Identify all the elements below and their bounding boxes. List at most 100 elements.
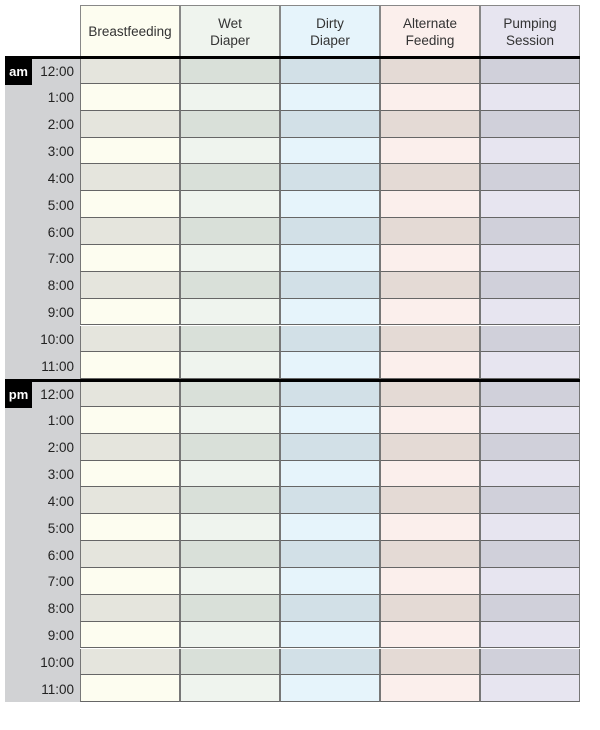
log-cell[interactable]	[180, 541, 280, 568]
log-cell[interactable]	[280, 460, 380, 488]
log-cell[interactable]	[380, 460, 480, 488]
log-cell[interactable]	[80, 380, 180, 407]
log-cell[interactable]	[280, 191, 380, 219]
log-cell[interactable]	[380, 541, 480, 568]
log-cell[interactable]	[380, 352, 480, 380]
log-cell[interactable]	[280, 271, 380, 299]
log-cell[interactable]	[280, 218, 380, 245]
log-cell[interactable]	[280, 110, 380, 138]
log-cell[interactable]	[480, 380, 580, 407]
log-cell[interactable]	[180, 352, 280, 380]
log-cell[interactable]	[80, 218, 180, 245]
log-cell[interactable]	[180, 164, 280, 192]
log-cell[interactable]	[180, 406, 280, 434]
log-cell[interactable]	[480, 352, 580, 380]
log-cell[interactable]	[180, 460, 280, 488]
log-cell[interactable]	[280, 244, 380, 272]
log-cell[interactable]	[280, 406, 380, 434]
log-cell[interactable]	[480, 110, 580, 138]
log-cell[interactable]	[80, 487, 180, 515]
log-cell[interactable]	[280, 487, 380, 515]
log-cell[interactable]	[280, 57, 380, 84]
log-cell[interactable]	[80, 352, 180, 380]
log-cell[interactable]	[380, 567, 480, 595]
log-cell[interactable]	[180, 675, 280, 703]
log-cell[interactable]	[180, 594, 280, 622]
log-cell[interactable]	[480, 244, 580, 272]
log-cell[interactable]	[80, 110, 180, 138]
log-cell[interactable]	[380, 110, 480, 138]
log-cell[interactable]	[180, 648, 280, 676]
log-cell[interactable]	[180, 621, 280, 649]
log-cell[interactable]	[480, 218, 580, 245]
log-cell[interactable]	[380, 325, 480, 353]
log-cell[interactable]	[80, 271, 180, 299]
log-cell[interactable]	[80, 137, 180, 165]
log-cell[interactable]	[480, 594, 580, 622]
log-cell[interactable]	[280, 621, 380, 649]
log-cell[interactable]	[480, 271, 580, 299]
log-cell[interactable]	[280, 137, 380, 165]
log-cell[interactable]	[480, 57, 580, 84]
log-cell[interactable]	[380, 648, 480, 676]
log-cell[interactable]	[80, 164, 180, 192]
log-cell[interactable]	[180, 244, 280, 272]
log-cell[interactable]	[280, 594, 380, 622]
log-cell[interactable]	[280, 325, 380, 353]
log-cell[interactable]	[180, 110, 280, 138]
log-cell[interactable]	[480, 621, 580, 649]
log-cell[interactable]	[180, 57, 280, 84]
log-cell[interactable]	[380, 137, 480, 165]
log-cell[interactable]	[480, 298, 580, 326]
log-cell[interactable]	[380, 514, 480, 542]
log-cell[interactable]	[480, 406, 580, 434]
log-cell[interactable]	[480, 460, 580, 488]
log-cell[interactable]	[480, 433, 580, 461]
log-cell[interactable]	[480, 541, 580, 568]
log-cell[interactable]	[80, 191, 180, 219]
log-cell[interactable]	[480, 487, 580, 515]
log-cell[interactable]	[380, 218, 480, 245]
log-cell[interactable]	[480, 137, 580, 165]
log-cell[interactable]	[280, 675, 380, 703]
log-cell[interactable]	[80, 298, 180, 326]
log-cell[interactable]	[180, 271, 280, 299]
log-cell[interactable]	[380, 191, 480, 219]
log-cell[interactable]	[380, 675, 480, 703]
log-cell[interactable]	[280, 514, 380, 542]
log-cell[interactable]	[80, 57, 180, 84]
log-cell[interactable]	[80, 244, 180, 272]
log-cell[interactable]	[280, 567, 380, 595]
log-cell[interactable]	[180, 191, 280, 219]
log-cell[interactable]	[80, 567, 180, 595]
log-cell[interactable]	[180, 218, 280, 245]
log-cell[interactable]	[380, 298, 480, 326]
log-cell[interactable]	[480, 83, 580, 111]
log-cell[interactable]	[180, 567, 280, 595]
log-cell[interactable]	[180, 137, 280, 165]
log-cell[interactable]	[80, 460, 180, 488]
log-cell[interactable]	[280, 164, 380, 192]
log-cell[interactable]	[180, 433, 280, 461]
log-cell[interactable]	[280, 83, 380, 111]
log-cell[interactable]	[380, 406, 480, 434]
log-cell[interactable]	[380, 487, 480, 515]
log-cell[interactable]	[80, 648, 180, 676]
log-cell[interactable]	[80, 406, 180, 434]
log-cell[interactable]	[80, 594, 180, 622]
log-cell[interactable]	[180, 298, 280, 326]
log-cell[interactable]	[380, 380, 480, 407]
log-cell[interactable]	[80, 621, 180, 649]
log-cell[interactable]	[480, 191, 580, 219]
log-cell[interactable]	[180, 487, 280, 515]
log-cell[interactable]	[180, 325, 280, 353]
log-cell[interactable]	[480, 164, 580, 192]
log-cell[interactable]	[280, 433, 380, 461]
log-cell[interactable]	[180, 380, 280, 407]
log-cell[interactable]	[380, 244, 480, 272]
log-cell[interactable]	[80, 514, 180, 542]
log-cell[interactable]	[280, 541, 380, 568]
log-cell[interactable]	[380, 433, 480, 461]
log-cell[interactable]	[480, 675, 580, 703]
log-cell[interactable]	[380, 594, 480, 622]
